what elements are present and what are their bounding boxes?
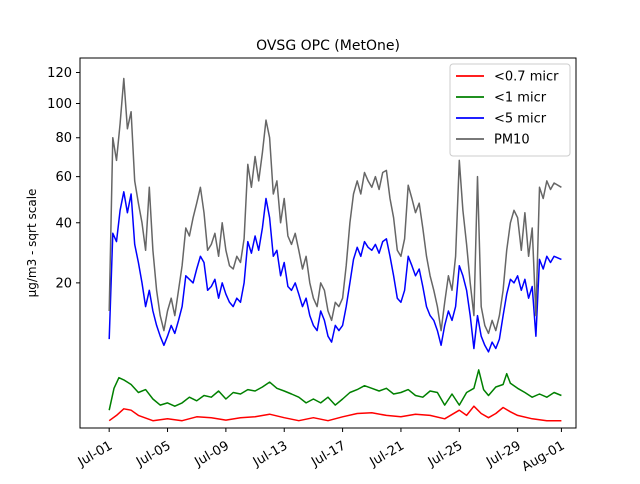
legend: <0.7 micr <1 micr <5 micr PM10: [449, 63, 571, 157]
legend-label: <0.7 micr: [494, 70, 559, 85]
y-axis-label: µg/m3 - sqrt scale: [25, 189, 39, 298]
y-tick-label: 100: [47, 97, 72, 112]
y-tick-label: 20: [55, 276, 72, 291]
y-tick-label: 60: [55, 170, 72, 185]
legend-label: <5 micr: [494, 112, 547, 127]
series-line-3: [108, 77, 562, 335]
legend-box: [449, 63, 571, 157]
series-line-2: [108, 191, 562, 353]
y-tick-label: 120: [47, 66, 72, 81]
series-line-1: [108, 369, 562, 411]
y-tick-label: 40: [55, 216, 72, 231]
chart-title: OVSG OPC (MetOne): [256, 38, 400, 54]
legend-label: <1 micr: [494, 91, 547, 106]
y-axis: 20 40 60 80 100 120: [47, 66, 80, 291]
plot-frame: [79, 57, 577, 429]
y-tick-label: 80: [55, 131, 72, 146]
series-layer: [108, 77, 562, 422]
legend-label: PM10: [494, 133, 530, 148]
series-line-0: [108, 405, 562, 422]
